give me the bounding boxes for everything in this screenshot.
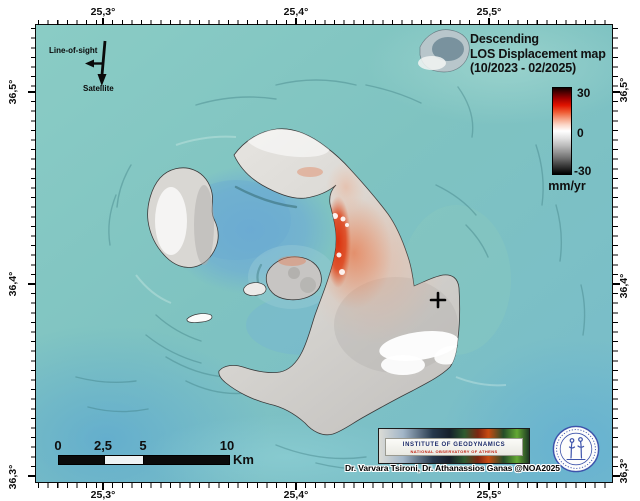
colorbar-min-label: -30 xyxy=(574,164,592,178)
benchmark-cross-marker xyxy=(429,291,447,309)
lat-label-left-2: 36,4° xyxy=(7,271,19,297)
institute-banner-strip: Institute of Geodynamics National Observ… xyxy=(385,438,523,456)
island-palea-kameni xyxy=(243,282,267,296)
lon-label-bottom-2: 25,4° xyxy=(283,489,309,501)
top-major-tick xyxy=(102,18,104,25)
line-of-sight-label: Line-of-sight xyxy=(49,46,98,55)
left-major-tick xyxy=(28,283,35,285)
lon-label-top-3: 25,5° xyxy=(476,6,502,18)
scalebar-tick-0: 0 xyxy=(54,438,62,453)
lon-label-top-2: 25,4° xyxy=(283,6,309,18)
lat-label-right-1: 36,5° xyxy=(618,77,630,103)
scalebar-tick-10: 10 xyxy=(219,438,235,453)
los-arrow-icon xyxy=(85,40,107,86)
scalebar-tick-2p5: 2,5 xyxy=(93,438,113,453)
right-major-tick xyxy=(613,91,620,93)
lat-label-right-2: 36,4° xyxy=(618,273,630,299)
institute-subtitle: National Observatory of Athens xyxy=(410,448,498,454)
map-title-line2: LOS Displacement map xyxy=(470,46,606,61)
right-major-tick xyxy=(613,475,620,477)
bottom-major-tick xyxy=(102,483,104,490)
scalebar xyxy=(58,455,230,465)
top-axis-minor-ticks xyxy=(36,20,612,25)
island-aspronisi xyxy=(186,313,213,323)
lat-label-left-3: 36,3° xyxy=(7,464,19,490)
author-credit: Dr. Varvara Tsironi, Dr. Athanassios Gan… xyxy=(345,463,560,473)
map-title: Descending LOS Displacement map (10/2023… xyxy=(470,32,606,76)
island-nea-kameni xyxy=(265,256,322,301)
bottom-major-tick xyxy=(488,483,490,490)
map-title-line1: Descending xyxy=(470,32,539,46)
scalebar-unit: Km xyxy=(233,452,254,467)
seafloor-highlight-texture xyxy=(135,135,507,387)
scalebar-segment-black2 xyxy=(144,456,229,464)
colorbar-unit: mm/yr xyxy=(548,179,586,193)
colorbar-gradient xyxy=(552,87,572,175)
left-axis-minor-ticks xyxy=(31,25,36,482)
left-major-tick xyxy=(28,91,35,93)
basemap-svg xyxy=(36,25,612,482)
bottom-axis-minor-ticks xyxy=(36,483,612,488)
lat-label-left-1: 36,5° xyxy=(7,79,19,105)
scalebar-segment-black1 xyxy=(59,456,104,464)
colorbar-max-label: 30 xyxy=(577,86,591,100)
lat-label-right-3: 36,3° xyxy=(618,458,630,484)
bottom-major-tick xyxy=(295,483,297,490)
scalebar-tick-5: 5 xyxy=(139,438,147,453)
lon-label-bottom-3: 25,5° xyxy=(476,489,502,501)
scalebar-segment-white xyxy=(104,456,144,464)
lon-label-bottom-1: 25,3° xyxy=(90,489,116,501)
right-major-tick xyxy=(613,283,620,285)
left-major-tick xyxy=(28,475,35,477)
top-major-tick xyxy=(488,18,490,25)
lon-label-top-1: 25,3° xyxy=(90,6,116,18)
satellite-label: Satellite xyxy=(83,84,114,93)
map-canvas xyxy=(35,24,613,483)
right-axis-minor-ticks xyxy=(613,25,618,482)
top-major-tick xyxy=(295,18,297,25)
institute-name: Institute of Geodynamics xyxy=(402,441,506,448)
institute-of-geodynamics-logo: Institute of Geodynamics National Observ… xyxy=(378,428,530,464)
island-north-neighbor xyxy=(418,29,470,73)
observatory-seal-icon xyxy=(552,425,600,473)
island-therasia xyxy=(147,167,219,268)
colorbar-mid-label: 0 xyxy=(577,126,584,140)
map-title-line3: (10/2023 - 02/2025) xyxy=(470,61,577,76)
